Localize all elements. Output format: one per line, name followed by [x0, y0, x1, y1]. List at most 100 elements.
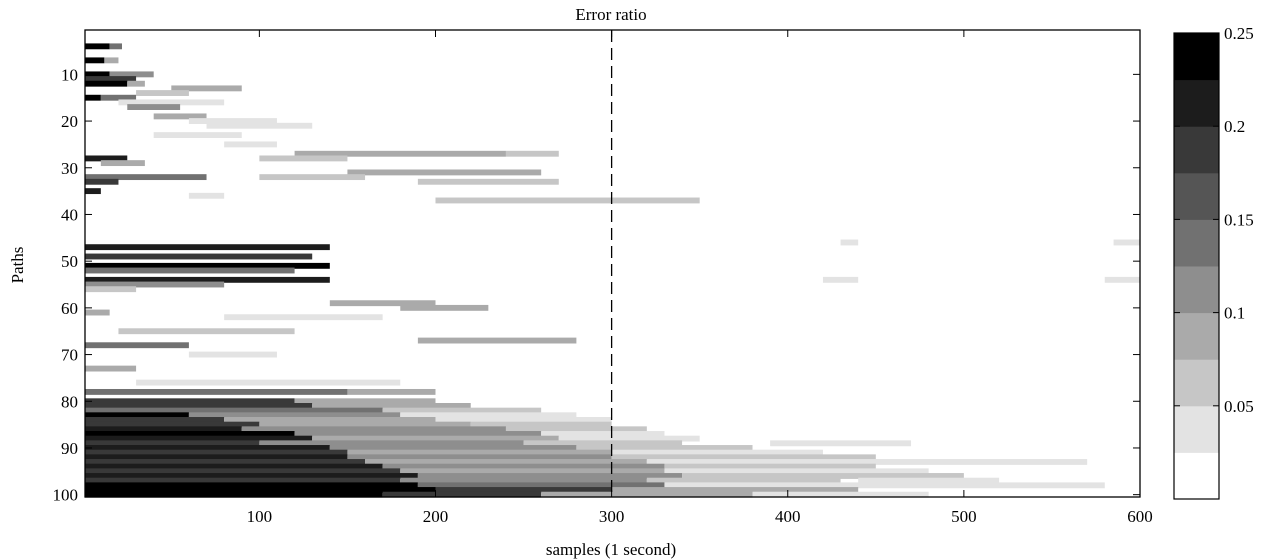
heatmap-segment — [85, 155, 128, 162]
heatmap-segment — [85, 440, 260, 447]
colorbar-level — [1174, 219, 1219, 267]
heatmap-segment — [576, 445, 753, 451]
heatmap-segment — [85, 412, 189, 419]
heatmap-segment — [85, 244, 330, 251]
heatmap-segment — [611, 487, 859, 493]
y-tick-label: 40 — [61, 205, 78, 224]
heatmap-segment — [329, 300, 436, 307]
colorbar-level — [1174, 79, 1219, 127]
heatmap-segment — [858, 477, 1000, 484]
heatmap-segment — [85, 286, 137, 293]
heatmap-segment — [85, 342, 189, 349]
heatmap-segment — [259, 421, 471, 428]
heatmap-segment — [109, 71, 154, 78]
heatmap-segment — [664, 463, 876, 470]
colorbar-frame — [1173, 32, 1220, 500]
heatmap-segment — [664, 468, 929, 475]
heatmap-segment — [400, 412, 577, 419]
heatmap-segment — [85, 262, 330, 269]
heatmap-segment — [100, 94, 137, 101]
heatmap-segment — [347, 454, 612, 461]
heatmap-segment — [329, 445, 577, 451]
heatmap-segment — [171, 85, 242, 92]
y-axis-label: Paths — [8, 247, 27, 284]
heatmap-segment — [294, 431, 542, 437]
x-axis-label: samples (1 second) — [546, 540, 676, 559]
heatmap-segment — [541, 491, 753, 498]
heatmap-segment — [136, 379, 401, 386]
heatmap-segment — [435, 487, 612, 493]
heatmap-segment — [206, 122, 313, 129]
heatmap-segment — [85, 473, 418, 479]
heatmap-segment — [127, 104, 181, 110]
heatmap-segment — [224, 141, 277, 148]
heatmap-segment — [470, 421, 612, 428]
heatmap-segment — [85, 71, 110, 78]
heatmap-segment — [224, 417, 436, 423]
heatmap-segment — [85, 459, 366, 465]
heatmap-segment — [85, 491, 383, 498]
heatmap-segment — [417, 473, 683, 479]
heatmap-segment — [85, 482, 418, 489]
heatmap-segment — [85, 388, 348, 395]
y-axis: 10 20 30 40 50 60 70 80 90 100 — [53, 65, 1140, 505]
colorbar-level — [1174, 452, 1219, 500]
heatmap-segment — [523, 440, 683, 447]
heatmap-segment — [85, 449, 348, 456]
heatmap-segment — [118, 99, 225, 106]
x-tick-label: 500 — [951, 507, 977, 526]
colorbar-tick-label: 0.15 — [1224, 210, 1254, 229]
heatmap-segment — [85, 253, 313, 260]
heatmap-segment — [259, 174, 366, 181]
heatmap-segment — [136, 90, 189, 96]
heatmap-segment — [400, 477, 647, 484]
heatmap-segment — [417, 482, 665, 489]
heatmap-segment — [382, 407, 542, 414]
heatmap-segment — [85, 398, 295, 405]
heatmap-cells — [85, 43, 1140, 498]
heatmap-segment — [118, 328, 295, 335]
heatmap-segment — [188, 351, 277, 358]
heatmap-segment — [558, 435, 700, 442]
heatmap-segment — [100, 160, 145, 167]
colorbar-level — [1174, 33, 1219, 81]
heatmap-segment — [505, 426, 647, 433]
heatmap-segment — [85, 477, 401, 484]
colorbar-tick-label: 0.25 — [1224, 24, 1254, 43]
heatmap-segment — [400, 304, 489, 311]
heatmap-segment — [85, 407, 383, 414]
heatmap-segment — [85, 487, 436, 493]
heatmap-segment — [294, 150, 506, 157]
colorbar-level — [1174, 405, 1219, 453]
heatmap-segment — [541, 431, 665, 437]
heatmap-segment — [85, 426, 242, 433]
y-tick-label: 70 — [61, 346, 78, 365]
heatmap-segment — [188, 192, 225, 199]
x-axis: 100 200 300 400 500 600 — [247, 30, 1153, 526]
x-tick-label: 300 — [599, 507, 625, 526]
heatmap-segment — [752, 491, 929, 498]
heatmap-segment — [347, 388, 436, 395]
heatmap-segment — [85, 188, 101, 195]
colorbar-tick-label: 0.05 — [1224, 397, 1254, 416]
heatmap-segment — [85, 43, 110, 50]
heatmap-segment — [85, 174, 207, 181]
colorbar-level — [1174, 172, 1219, 220]
heatmap-segment — [109, 43, 122, 50]
colorbar-level — [1174, 126, 1219, 174]
heatmap-segment — [611, 449, 823, 456]
x-tick-label: 400 — [775, 507, 801, 526]
heatmap-segment — [85, 454, 348, 461]
y-tick-label: 10 — [61, 65, 78, 84]
heatmap-segment — [505, 150, 559, 157]
heatmap-segment — [259, 440, 524, 447]
heatmap-segment — [682, 473, 964, 479]
heatmap-segment — [153, 113, 207, 120]
colorbar-level — [1174, 312, 1219, 360]
heatmap-segment — [770, 440, 912, 447]
colorbar-level — [1174, 266, 1219, 314]
y-tick-label: 100 — [53, 486, 79, 505]
heatmap-segment — [1113, 239, 1140, 246]
y-tick-label: 30 — [61, 159, 78, 178]
heatmap-segment — [85, 435, 313, 442]
